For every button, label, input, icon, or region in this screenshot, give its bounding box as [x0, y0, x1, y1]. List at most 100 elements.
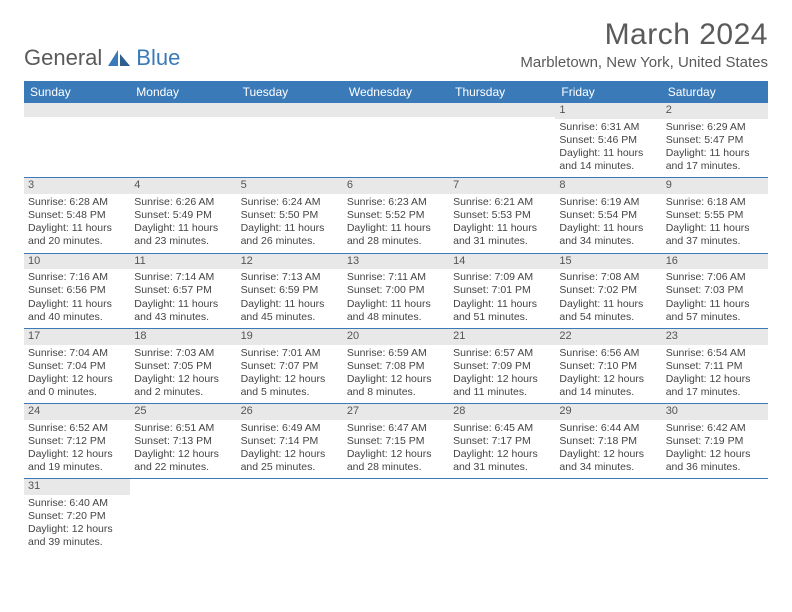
day-number: 30: [662, 404, 768, 420]
day-number: 25: [130, 404, 236, 420]
day-number: 12: [237, 254, 343, 270]
day-number: 4: [130, 178, 236, 194]
day-details: Sunrise: 6:42 AMSunset: 7:19 PMDaylight:…: [662, 420, 768, 479]
day-details: [343, 493, 449, 545]
day-details: Sunrise: 6:56 AMSunset: 7:10 PMDaylight:…: [555, 345, 661, 404]
day-details: Sunrise: 7:16 AMSunset: 6:56 PMDaylight:…: [24, 269, 130, 328]
daylight-text: Daylight: 11 hours and 57 minutes.: [666, 298, 764, 324]
calendar-day-cell: 15Sunrise: 7:08 AMSunset: 7:02 PMDayligh…: [555, 253, 661, 328]
day-number: [449, 479, 555, 493]
calendar-day-cell: 26Sunrise: 6:49 AMSunset: 7:14 PMDayligh…: [237, 404, 343, 479]
day-details: Sunrise: 7:04 AMSunset: 7:04 PMDaylight:…: [24, 345, 130, 404]
day-details: [449, 493, 555, 545]
calendar-day-cell: [343, 479, 449, 554]
day-details: Sunrise: 6:24 AMSunset: 5:50 PMDaylight:…: [237, 194, 343, 253]
calendar-day-cell: 2Sunrise: 6:29 AMSunset: 5:47 PMDaylight…: [662, 103, 768, 178]
calendar-week-row: 1Sunrise: 6:31 AMSunset: 5:46 PMDaylight…: [24, 103, 768, 178]
day-number: 21: [449, 329, 555, 345]
daylight-text: Daylight: 12 hours and 25 minutes.: [241, 448, 339, 474]
day-details: Sunrise: 7:06 AMSunset: 7:03 PMDaylight:…: [662, 269, 768, 328]
sunset-text: Sunset: 6:59 PM: [241, 284, 339, 297]
day-details: Sunrise: 7:14 AMSunset: 6:57 PMDaylight:…: [130, 269, 236, 328]
calendar-day-cell: 28Sunrise: 6:45 AMSunset: 7:17 PMDayligh…: [449, 404, 555, 479]
day-details: [237, 117, 343, 169]
daylight-text: Daylight: 12 hours and 22 minutes.: [134, 448, 232, 474]
sunrise-text: Sunrise: 7:16 AM: [28, 271, 126, 284]
calendar-week-row: 3Sunrise: 6:28 AMSunset: 5:48 PMDaylight…: [24, 178, 768, 253]
day-number: 31: [24, 479, 130, 495]
calendar-day-cell: 18Sunrise: 7:03 AMSunset: 7:05 PMDayligh…: [130, 328, 236, 403]
sunrise-text: Sunrise: 6:21 AM: [453, 196, 551, 209]
location: Marbletown, New York, United States: [520, 54, 768, 71]
sunrise-text: Sunrise: 6:40 AM: [28, 497, 126, 510]
daylight-text: Daylight: 12 hours and 36 minutes.: [666, 448, 764, 474]
daylight-text: Daylight: 12 hours and 28 minutes.: [347, 448, 445, 474]
daylight-text: Daylight: 12 hours and 31 minutes.: [453, 448, 551, 474]
day-details: Sunrise: 7:08 AMSunset: 7:02 PMDaylight:…: [555, 269, 661, 328]
sunset-text: Sunset: 7:12 PM: [28, 435, 126, 448]
calendar-day-cell: 10Sunrise: 7:16 AMSunset: 6:56 PMDayligh…: [24, 253, 130, 328]
day-number: 1: [555, 103, 661, 119]
sunrise-text: Sunrise: 6:23 AM: [347, 196, 445, 209]
daylight-text: Daylight: 12 hours and 2 minutes.: [134, 373, 232, 399]
calendar-day-cell: 3Sunrise: 6:28 AMSunset: 5:48 PMDaylight…: [24, 178, 130, 253]
calendar-day-cell: [130, 479, 236, 554]
day-number: 27: [343, 404, 449, 420]
logo-text-1: General: [24, 45, 102, 71]
day-header: Friday: [555, 81, 661, 103]
day-number: 23: [662, 329, 768, 345]
daylight-text: Daylight: 12 hours and 14 minutes.: [559, 373, 657, 399]
sunrise-text: Sunrise: 7:06 AM: [666, 271, 764, 284]
sunrise-text: Sunrise: 6:24 AM: [241, 196, 339, 209]
calendar-day-cell: 23Sunrise: 6:54 AMSunset: 7:11 PMDayligh…: [662, 328, 768, 403]
daylight-text: Daylight: 11 hours and 51 minutes.: [453, 298, 551, 324]
daylight-text: Daylight: 12 hours and 5 minutes.: [241, 373, 339, 399]
sunrise-text: Sunrise: 7:01 AM: [241, 347, 339, 360]
day-details: Sunrise: 7:11 AMSunset: 7:00 PMDaylight:…: [343, 269, 449, 328]
sunset-text: Sunset: 5:48 PM: [28, 209, 126, 222]
sunset-text: Sunset: 5:47 PM: [666, 134, 764, 147]
day-number: [555, 479, 661, 493]
day-header: Sunday: [24, 81, 130, 103]
day-number: [237, 103, 343, 117]
daylight-text: Daylight: 12 hours and 8 minutes.: [347, 373, 445, 399]
calendar-day-cell: [237, 479, 343, 554]
logo-sail-icon: [106, 48, 132, 68]
calendar-day-cell: 25Sunrise: 6:51 AMSunset: 7:13 PMDayligh…: [130, 404, 236, 479]
daylight-text: Daylight: 12 hours and 19 minutes.: [28, 448, 126, 474]
calendar-day-cell: 13Sunrise: 7:11 AMSunset: 7:00 PMDayligh…: [343, 253, 449, 328]
day-details: [555, 493, 661, 545]
daylight-text: Daylight: 11 hours and 14 minutes.: [559, 147, 657, 173]
header: General Blue March 2024 Marbletown, New …: [24, 18, 768, 71]
day-details: Sunrise: 7:03 AMSunset: 7:05 PMDaylight:…: [130, 345, 236, 404]
daylight-text: Daylight: 11 hours and 40 minutes.: [28, 298, 126, 324]
calendar-day-cell: 16Sunrise: 7:06 AMSunset: 7:03 PMDayligh…: [662, 253, 768, 328]
sunrise-text: Sunrise: 6:49 AM: [241, 422, 339, 435]
day-details: [237, 493, 343, 545]
sunrise-text: Sunrise: 6:51 AM: [134, 422, 232, 435]
day-number: [130, 103, 236, 117]
calendar-week-row: 17Sunrise: 7:04 AMSunset: 7:04 PMDayligh…: [24, 328, 768, 403]
day-number: [24, 103, 130, 117]
day-details: Sunrise: 6:47 AMSunset: 7:15 PMDaylight:…: [343, 420, 449, 479]
day-details: [130, 117, 236, 169]
sunset-text: Sunset: 5:49 PM: [134, 209, 232, 222]
daylight-text: Daylight: 12 hours and 11 minutes.: [453, 373, 551, 399]
day-details: Sunrise: 6:26 AMSunset: 5:49 PMDaylight:…: [130, 194, 236, 253]
sunrise-text: Sunrise: 7:09 AM: [453, 271, 551, 284]
calendar-day-cell: 29Sunrise: 6:44 AMSunset: 7:18 PMDayligh…: [555, 404, 661, 479]
calendar-day-cell: 21Sunrise: 6:57 AMSunset: 7:09 PMDayligh…: [449, 328, 555, 403]
day-details: Sunrise: 6:45 AMSunset: 7:17 PMDaylight:…: [449, 420, 555, 479]
sunset-text: Sunset: 7:19 PM: [666, 435, 764, 448]
sunrise-text: Sunrise: 6:59 AM: [347, 347, 445, 360]
logo-text-2: Blue: [136, 45, 180, 71]
calendar-day-cell: 22Sunrise: 6:56 AMSunset: 7:10 PMDayligh…: [555, 328, 661, 403]
calendar-day-cell: 27Sunrise: 6:47 AMSunset: 7:15 PMDayligh…: [343, 404, 449, 479]
daylight-text: Daylight: 11 hours and 48 minutes.: [347, 298, 445, 324]
sunrise-text: Sunrise: 6:18 AM: [666, 196, 764, 209]
day-details: Sunrise: 6:49 AMSunset: 7:14 PMDaylight:…: [237, 420, 343, 479]
daylight-text: Daylight: 11 hours and 37 minutes.: [666, 222, 764, 248]
sunrise-text: Sunrise: 7:11 AM: [347, 271, 445, 284]
day-number: 14: [449, 254, 555, 270]
sunrise-text: Sunrise: 7:13 AM: [241, 271, 339, 284]
